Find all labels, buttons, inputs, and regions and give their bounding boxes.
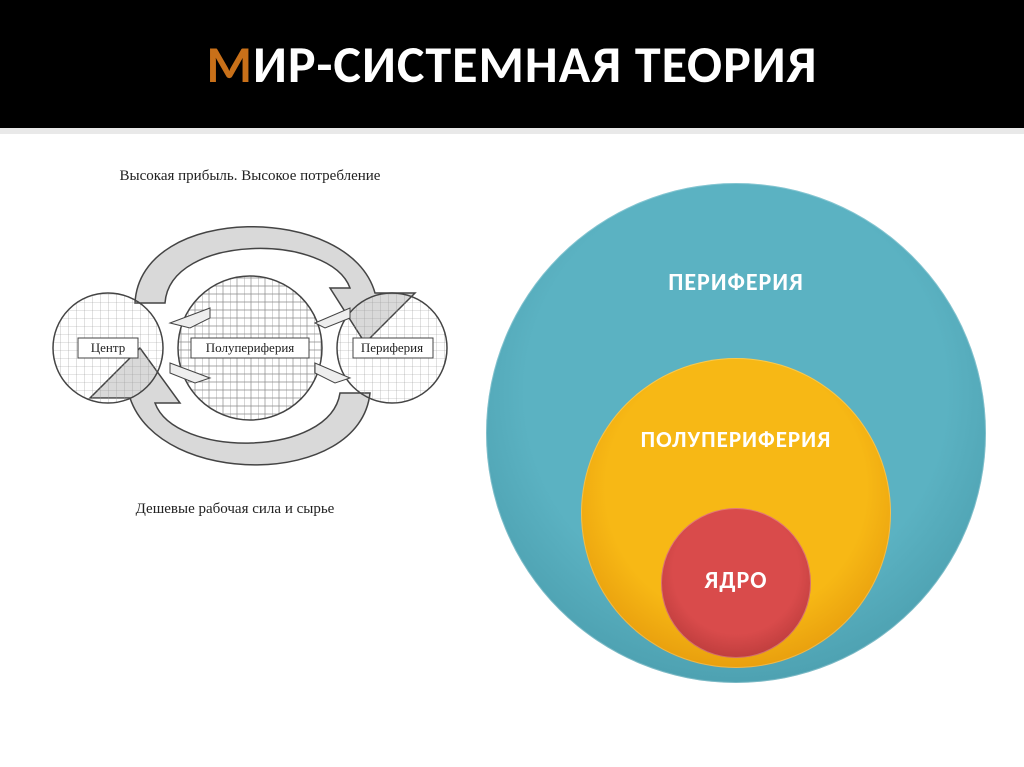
title-accent-char: М xyxy=(206,32,252,96)
header-divider xyxy=(0,128,1024,134)
flow-sketch: Высокая прибыль. Высокое потребление Деш… xyxy=(20,158,480,538)
slide-title: МИР-СИСТЕМНАЯ ТЕОРИЯ xyxy=(206,32,817,96)
circle-core: ЯДРО xyxy=(661,508,811,658)
concentric-diagram: ПЕРИФЕРИЯ ПОЛУПЕРИФЕРИЯ ЯДРО xyxy=(486,183,986,743)
title-bar: МИР-СИСТЕМНАЯ ТЕОРИЯ xyxy=(0,0,1024,128)
sketch-node-right-label: Периферия xyxy=(361,340,423,355)
title-rest: ИР-СИСТЕМНАЯ ТЕОРИЯ xyxy=(253,32,818,96)
label-semiperiphery: ПОЛУПЕРИФЕРИЯ xyxy=(581,426,891,454)
sketch-node-left-label: Центр xyxy=(91,340,125,355)
slide-body: Высокая прибыль. Высокое потребление Деш… xyxy=(0,128,1024,767)
sketch-node-mid-label: Полупериферия xyxy=(206,340,295,355)
sketch-top-caption: Высокая прибыль. Высокое потребление xyxy=(120,168,381,184)
sketch-bottom-caption: Дешевые рабочая сила и сырье xyxy=(136,501,335,517)
flow-sketch-svg: Высокая прибыль. Высокое потребление Деш… xyxy=(20,158,480,538)
label-periphery: ПЕРИФЕРИЯ xyxy=(486,268,986,297)
label-core: ЯДРО xyxy=(661,566,811,595)
